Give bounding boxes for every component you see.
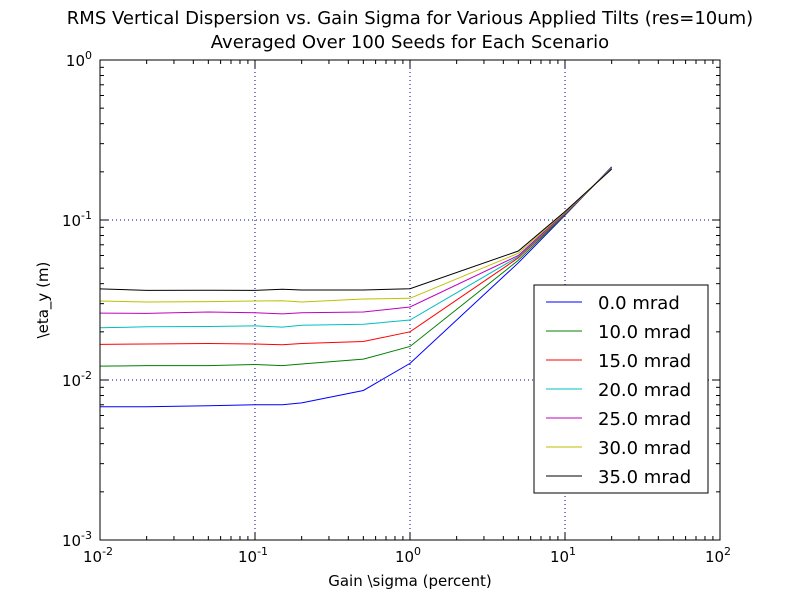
y-tick-exponent: -2 xyxy=(81,369,92,382)
x-tick-label: 100 xyxy=(395,545,421,566)
x-tick-base: 10 xyxy=(83,548,102,566)
legend-label: 20.0 mrad xyxy=(598,380,691,401)
chart-title-line-1: RMS Vertical Dispersion vs. Gain Sigma f… xyxy=(67,8,753,29)
y-tick-base: 10 xyxy=(62,212,81,230)
x-tick-base: 10 xyxy=(705,548,724,566)
x-axis-label: Gain \sigma (percent) xyxy=(328,572,492,590)
series-line-6 xyxy=(99,168,613,303)
series-line-2 xyxy=(99,167,613,367)
legend-label: 35.0 mrad xyxy=(598,467,691,488)
y-axis-label: \eta_y (m) xyxy=(34,262,53,339)
chart-title-line-2: Averaged Over 100 Seeds for Each Scenari… xyxy=(211,32,609,53)
x-tick-label: 10-1 xyxy=(238,545,268,566)
legend-label: 0.0 mrad xyxy=(598,293,680,314)
y-tick-exponent: -1 xyxy=(81,209,92,222)
legend-label: 10.0 mrad xyxy=(598,322,691,343)
x-tick-exponent: 0 xyxy=(414,545,421,558)
x-tick-exponent: -2 xyxy=(102,545,113,558)
y-tick-base: 10 xyxy=(62,372,81,390)
y-tick-base: 10 xyxy=(62,532,81,550)
x-tick-exponent: -1 xyxy=(257,545,268,558)
plot-series xyxy=(99,166,613,408)
x-tick-exponent: 1 xyxy=(569,545,576,558)
y-tick-exponent: -3 xyxy=(81,529,92,542)
series-line-4 xyxy=(99,167,613,329)
legend-label: 25.0 mrad xyxy=(598,409,691,430)
series-line-1 xyxy=(100,166,613,408)
x-tick-base: 10 xyxy=(238,548,257,566)
y-tick-label: 100 xyxy=(66,49,92,70)
y-tick-label: 10-1 xyxy=(62,209,92,230)
y-tick-label: 10-2 xyxy=(62,369,92,390)
y-tick-exponent: 0 xyxy=(85,49,92,62)
series-line-3 xyxy=(99,167,613,346)
x-tick-base: 10 xyxy=(550,548,569,566)
y-tick-base: 10 xyxy=(66,52,85,70)
legend-label: 30.0 mrad xyxy=(598,438,691,459)
x-tick-label: 10-2 xyxy=(83,545,113,566)
x-tick-base: 10 xyxy=(395,548,414,566)
x-tick-label: 102 xyxy=(705,545,731,566)
series-line-5 xyxy=(99,168,613,315)
legend: 0.0 mrad 10.0 mrad 15.0 mrad 20.0 mrad 25.0 … xyxy=(533,284,709,494)
series-line-7 xyxy=(99,168,612,291)
x-tick-exponent: 2 xyxy=(724,545,731,558)
y-tick-label: 10-3 xyxy=(62,529,92,550)
x-tick-label: 101 xyxy=(550,545,576,566)
legend-label: 15.0 mrad xyxy=(598,351,691,372)
